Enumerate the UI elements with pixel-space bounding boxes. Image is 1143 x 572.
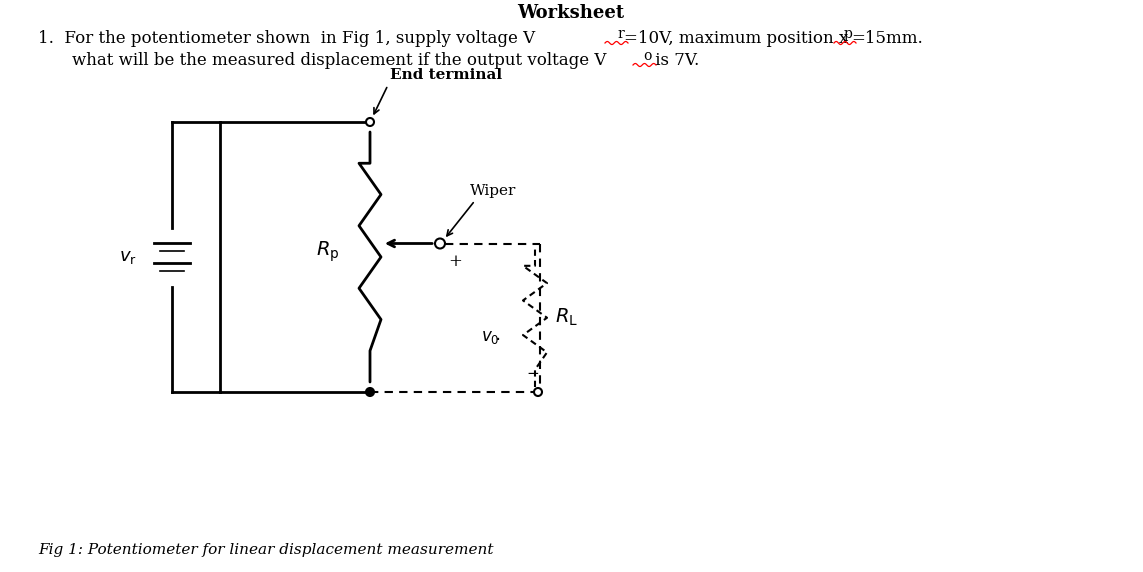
- Text: $v_\mathrm{r}$: $v_\mathrm{r}$: [119, 248, 137, 266]
- Text: $R_\mathrm{L}$: $R_\mathrm{L}$: [555, 307, 578, 328]
- Text: =10V, maximum position x: =10V, maximum position x: [624, 30, 848, 47]
- Text: Fig 1: Potentiometer for linear displacement measurement: Fig 1: Potentiometer for linear displace…: [38, 543, 494, 557]
- Text: −: −: [527, 367, 539, 381]
- Circle shape: [435, 239, 445, 248]
- Text: .: .: [495, 325, 502, 344]
- Text: p: p: [844, 27, 853, 41]
- Circle shape: [366, 388, 374, 396]
- Text: what will be the measured displacement if the output voltage V: what will be the measured displacement i…: [72, 52, 607, 69]
- Text: $R_\mathrm{p}$: $R_\mathrm{p}$: [317, 240, 339, 264]
- Text: o: o: [644, 49, 652, 63]
- Circle shape: [534, 388, 542, 396]
- Text: Worksheet: Worksheet: [518, 4, 624, 22]
- Text: =15mm.: =15mm.: [852, 30, 922, 47]
- Text: Wiper: Wiper: [470, 185, 517, 198]
- Text: r: r: [617, 27, 624, 41]
- Text: is 7V.: is 7V.: [650, 52, 700, 69]
- Circle shape: [366, 118, 374, 126]
- Text: +: +: [448, 253, 462, 270]
- Text: End terminal: End terminal: [390, 68, 502, 82]
- Text: 1.  For the potentiometer shown  in Fig 1, supply voltage V: 1. For the potentiometer shown in Fig 1,…: [38, 30, 535, 47]
- Text: $v_0$: $v_0$: [481, 329, 499, 346]
